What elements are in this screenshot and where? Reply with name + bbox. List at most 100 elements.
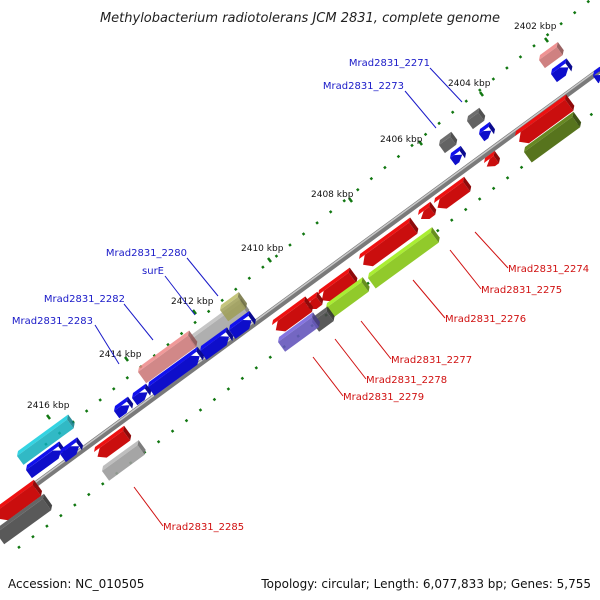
- gene-block-red[interactable]: [0, 479, 42, 521]
- tick-label: 2402 kbp: [514, 22, 557, 32]
- gene-label-mrad2831-2285[interactable]: Mrad2831_2285: [163, 522, 244, 533]
- gene-block-red[interactable]: [94, 425, 132, 458]
- gene-top-face: [60, 437, 78, 454]
- gene-end-face: [429, 201, 437, 215]
- gene-block-cyan[interactable]: [17, 414, 75, 465]
- gene-block-blue[interactable]: [229, 310, 256, 339]
- gene-end-face: [123, 425, 132, 441]
- tick-labels: 2402 kbp 2404 kbp 2406 kbp 2408 kbp 2410…: [27, 22, 557, 411]
- gene-block-light-gray[interactable]: [102, 440, 146, 481]
- gene-front-face: [220, 297, 246, 322]
- gene-block-blue[interactable]: [479, 121, 495, 142]
- gene-block-blue[interactable]: [551, 58, 573, 83]
- gene-top-face: [278, 312, 313, 342]
- gene-top-face: [479, 121, 490, 134]
- backbone-highlight: [0, 67, 600, 510]
- gene-label-mrad2831-2278[interactable]: Mrad2831_2278: [366, 375, 447, 386]
- gene-top-face: [0, 479, 34, 509]
- tick-label: 2412 kbp: [171, 297, 214, 307]
- gene-end-face: [311, 312, 320, 327]
- gene-label-mrad2831-2283[interactable]: Mrad2831_2283: [12, 316, 93, 327]
- gene-front-face: [132, 392, 148, 406]
- gene-label-mrad2831-2275[interactable]: Mrad2831_2275: [481, 285, 562, 296]
- leader-line: [360, 320, 392, 360]
- gene-block-blue[interactable]: [148, 346, 204, 396]
- gene-block-blue[interactable]: [132, 383, 152, 406]
- gene-front-face: [363, 222, 418, 267]
- gene-block-blue[interactable]: [114, 396, 134, 419]
- gene-block-gray[interactable]: [439, 131, 458, 154]
- gene-block-gray[interactable]: [467, 107, 486, 130]
- gene-end-face: [326, 306, 335, 322]
- leader-line: [334, 338, 367, 380]
- gene-top-face: [515, 94, 567, 136]
- gene-front-face: [326, 282, 369, 318]
- gene-top-face: [272, 296, 306, 325]
- leader-line: [94, 324, 120, 365]
- gene-front-face: [450, 154, 463, 166]
- gene-label-sure[interactable]: surE: [142, 266, 164, 277]
- gene-end-face: [488, 121, 495, 135]
- gene-block-blue[interactable]: [200, 327, 234, 360]
- gene-block-olive[interactable]: [524, 111, 582, 163]
- gene-end-face: [463, 176, 472, 192]
- gene-block-pink[interactable]: [539, 42, 564, 69]
- gene-block-red[interactable]: [418, 201, 437, 219]
- gene-end-face: [188, 330, 198, 347]
- gene-top-face: [359, 217, 411, 259]
- gene-top-face: [484, 150, 495, 163]
- gene-block-gray[interactable]: [0, 493, 53, 545]
- gene-front-face: [97, 430, 131, 458]
- gene-top-face: [132, 383, 146, 398]
- gene-features: [0, 42, 600, 545]
- gene-front-face: [200, 336, 230, 360]
- gene-label-mrad2831-2280[interactable]: Mrad2831_2280: [106, 248, 187, 259]
- gene-end-face: [42, 493, 53, 511]
- gene-block-red[interactable]: [318, 267, 358, 302]
- gene-top-face: [114, 396, 128, 411]
- gene-label-mrad2831-2271[interactable]: Mrad2831_2271: [349, 58, 430, 69]
- gene-block-red[interactable]: [272, 296, 313, 332]
- map-title: Methylobacterium radiotolerans JCM 2831,…: [100, 11, 500, 26]
- gene-block-purple[interactable]: [278, 312, 320, 352]
- gene-end-face: [431, 227, 440, 243]
- tick-label: 2416 kbp: [27, 401, 70, 411]
- gene-label-mrad2831-2282[interactable]: Mrad2831_2282: [44, 294, 125, 305]
- leader-line: [123, 303, 154, 341]
- leader-line: [404, 90, 437, 129]
- gene-label-mrad2831-2276[interactable]: Mrad2831_2276: [445, 314, 526, 325]
- gene-end-face: [248, 310, 256, 325]
- gene-block-pink[interactable]: [138, 330, 198, 384]
- gene-front-face: [551, 67, 569, 83]
- gene-front-face: [148, 355, 200, 396]
- gene-front-face: [539, 47, 563, 69]
- gene-end-face: [32, 479, 42, 496]
- gene-top-face: [524, 111, 574, 152]
- gene-end-face: [409, 217, 419, 234]
- gene-end-face: [137, 440, 146, 455]
- gene-front-face: [524, 116, 581, 163]
- gene-label-mrad2831-2273[interactable]: Mrad2831_2273: [323, 81, 404, 92]
- gene-front-face: [60, 446, 80, 463]
- gene-block-lime[interactable]: [368, 227, 440, 289]
- gene-block-blue[interactable]: [450, 145, 466, 166]
- accession-text: Accession: NC_010505: [8, 577, 145, 591]
- gene-block-red[interactable]: [484, 150, 500, 167]
- gene-label-mrad2831-2277[interactable]: Mrad2831_2277: [391, 355, 472, 366]
- gene-label-mrad2831-2279[interactable]: Mrad2831_2279: [343, 392, 424, 403]
- gene-block-olive[interactable]: [220, 292, 247, 322]
- gene-front-face: [138, 335, 197, 384]
- tick-mark: [46, 414, 51, 420]
- gene-block-blue[interactable]: [60, 437, 83, 463]
- gene-end-face: [144, 383, 152, 396]
- gene-label-mrad2831-2274[interactable]: Mrad2831_2274: [508, 264, 589, 275]
- gene-block-red[interactable]: [359, 217, 419, 267]
- gene-top-face: [148, 346, 198, 387]
- gene-top-face: [220, 292, 239, 310]
- gene-block-red[interactable]: [434, 176, 472, 209]
- gene-end-face: [565, 94, 575, 111]
- gene-front-face: [467, 112, 485, 130]
- gene-block-lime[interactable]: [326, 277, 370, 318]
- gene-block-red[interactable]: [515, 94, 575, 144]
